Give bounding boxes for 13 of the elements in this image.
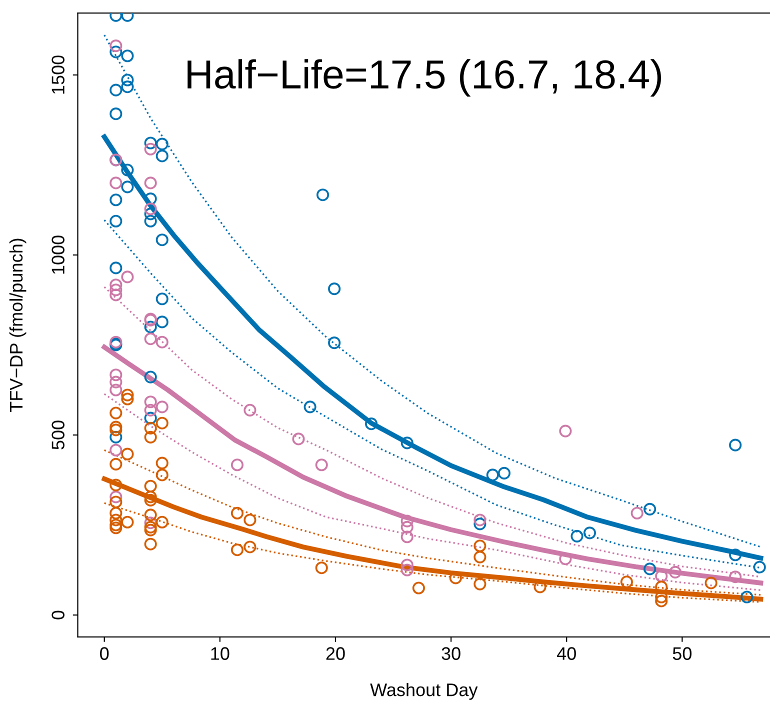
y-tick-label: 500 [52, 420, 64, 450]
x-tick-label: 0 [100, 647, 109, 660]
x-axis-title: Washout Day [370, 682, 478, 700]
y-tick-label: 1000 [52, 236, 64, 274]
x-tick-label: 10 [211, 647, 230, 660]
x-tick-label: 40 [556, 647, 576, 660]
y-tick-label: 0 [52, 610, 64, 620]
x-tick-label: 50 [672, 647, 692, 660]
y-axis-title: TFV−DP (fmol/punch) [9, 238, 26, 412]
annotation: Half−Life=17.5 (16.7, 18.4) [188, 59, 661, 97]
x-tick-label: 20 [326, 647, 345, 660]
x-tick-label: 30 [442, 647, 460, 660]
y-tick-label: 1500 [52, 56, 64, 94]
